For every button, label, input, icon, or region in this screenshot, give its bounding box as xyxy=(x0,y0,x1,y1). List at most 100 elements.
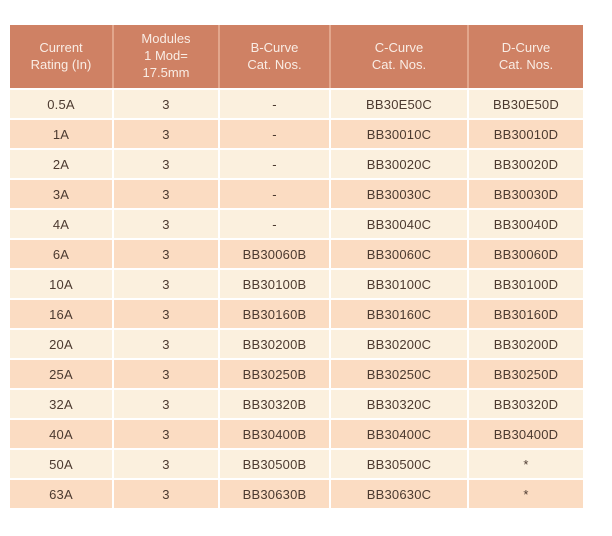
table-row: 0.5A 3- BB30E50C BB30E50D xyxy=(10,89,583,120)
cell-rating: 63A xyxy=(10,478,114,508)
cell-d-curve: BB30400D xyxy=(467,418,583,450)
cell-c-curve: BB30040C xyxy=(329,208,469,240)
cell-modules: 3 xyxy=(112,238,220,270)
cell-c-curve: BB30010C xyxy=(329,118,469,150)
cell-rating: 0.5A xyxy=(10,89,114,120)
col-header-line: Cat. Nos. xyxy=(371,56,427,72)
cell-b-curve: - xyxy=(218,208,331,240)
table-row: 25A 3 BB30250B BB30250C BB30250D xyxy=(10,358,583,390)
col-header-modules: Modules 1 Mod= 17.5mm xyxy=(113,25,220,90)
cell-d-curve: BB30E50D xyxy=(467,89,583,120)
cell-modules: 3 xyxy=(112,298,220,330)
cell-c-curve: BB30030C xyxy=(329,178,469,210)
col-header-line: C-Curve xyxy=(374,39,424,55)
cell-rating: 25A xyxy=(10,358,114,390)
catalog-table-header: Current Rating (In) Modules 1 Mod= 17.5mm B-C… xyxy=(10,25,583,90)
table-row: 1A 3- BB30010C BB30010D xyxy=(10,118,583,150)
cell-b-curve: BB30250B xyxy=(218,358,331,390)
col-header-c-curve: C-Curve Cat. Nos. xyxy=(330,25,469,90)
cell-c-curve: BB30200C xyxy=(329,328,469,360)
cell-modules: 3 xyxy=(112,208,220,240)
cell-b-curve: - xyxy=(218,148,331,180)
cell-modules: 3 xyxy=(112,418,220,450)
cell-d-curve: * xyxy=(467,478,583,508)
cell-modules: 3 xyxy=(112,328,220,360)
cell-c-curve: BB30060C xyxy=(329,238,469,270)
cell-c-curve: BB30160C xyxy=(329,298,469,330)
cell-d-curve: BB30250D xyxy=(467,358,583,390)
table-row: 10A 3 BB30100B BB30100C BB30100D xyxy=(10,268,583,300)
cell-d-curve: BB30040D xyxy=(467,208,583,240)
cell-d-curve: BB30200D xyxy=(467,328,583,360)
cell-modules: 3 xyxy=(112,268,220,300)
col-header-line: 1 Mod= xyxy=(144,48,188,64)
cell-rating: 10A xyxy=(10,268,114,300)
cell-rating: 3A xyxy=(10,178,114,210)
col-header-line: Current xyxy=(39,39,83,55)
header-row: Current Rating (In) Modules 1 Mod= 17.5mm B-C… xyxy=(10,25,583,90)
table-row: 32A 3 BB30320B BB30320C BB30320D xyxy=(10,388,583,420)
cell-rating: 4A xyxy=(10,208,114,240)
cell-b-curve: BB30320B xyxy=(218,388,331,420)
col-header-line: Cat. Nos. xyxy=(247,56,302,72)
cell-rating: 32A xyxy=(10,388,114,420)
table-row: 2A 3- BB30020C BB30020D xyxy=(10,148,583,180)
col-header-rating: Current Rating (In) xyxy=(10,25,114,90)
col-header-line: Cat. Nos. xyxy=(498,56,554,72)
cell-d-curve: BB30160D xyxy=(467,298,583,330)
table-row: 4A 3- BB30040C BB30040D xyxy=(10,208,583,240)
col-header-b-curve: B-Curve Cat. Nos. xyxy=(219,25,331,90)
cell-d-curve: BB30010D xyxy=(467,118,583,150)
cell-b-curve: BB30200B xyxy=(218,328,331,360)
cell-c-curve: BB30500C xyxy=(329,448,469,480)
cell-c-curve: BB30250C xyxy=(329,358,469,390)
cell-b-curve: BB30160B xyxy=(218,298,331,330)
cell-d-curve: BB30020D xyxy=(467,148,583,180)
table-row: 6A 3 BB30060B BB30060C BB30060D xyxy=(10,238,583,270)
cell-b-curve: BB30400B xyxy=(218,418,331,450)
cell-modules: 3 xyxy=(112,478,220,508)
table-row: 40A 3 BB30400B BB30400C BB30400D xyxy=(10,418,583,450)
cell-c-curve: BB30E50C xyxy=(329,89,469,120)
table-row: 16A 3 BB30160B BB30160C BB30160D xyxy=(10,298,583,330)
cell-rating: 40A xyxy=(10,418,114,450)
col-header-d-curve: D-Curve Cat. Nos. xyxy=(468,25,583,90)
cell-d-curve: BB30100D xyxy=(467,268,583,300)
table-row: 63A 3 BB30630B BB30630C * xyxy=(10,478,583,508)
cell-d-curve: BB30030D xyxy=(467,178,583,210)
cell-rating: 50A xyxy=(10,448,114,480)
cell-d-curve: BB30320D xyxy=(467,388,583,420)
cell-modules: 3 xyxy=(112,178,220,210)
cell-c-curve: BB30020C xyxy=(329,148,469,180)
cell-c-curve: BB30400C xyxy=(329,418,469,450)
col-header-line: Rating (In) xyxy=(30,56,92,72)
cell-rating: 20A xyxy=(10,328,114,360)
cell-modules: 3 xyxy=(112,89,220,120)
col-header-line: B-Curve xyxy=(250,39,299,55)
page: Current Rating (In) Modules 1 Mod= 17.5mm B-C… xyxy=(10,25,583,508)
cell-d-curve: BB30060D xyxy=(467,238,583,270)
cell-b-curve: - xyxy=(218,178,331,210)
cell-rating: 16A xyxy=(10,298,114,330)
cell-rating: 6A xyxy=(10,238,114,270)
table-row: 3A 3- BB30030C BB30030D xyxy=(10,178,583,210)
table-row: 50A 3 BB30500B BB30500C * xyxy=(10,448,583,480)
cell-modules: 3 xyxy=(112,448,220,480)
cell-d-curve: * xyxy=(467,448,583,480)
cell-modules: 3 xyxy=(112,388,220,420)
cell-modules: 3 xyxy=(112,118,220,150)
cell-b-curve: BB30630B xyxy=(218,478,331,508)
col-header-line: 17.5mm xyxy=(142,64,190,80)
cell-b-curve: - xyxy=(218,118,331,150)
cell-c-curve: BB30100C xyxy=(329,268,469,300)
cell-rating: 1A xyxy=(10,118,114,150)
catalog-table-body: 0.5A 3- BB30E50C BB30E50D 1A 3- BB30010C BB3001… xyxy=(10,89,583,508)
table-row: 20A 3 BB30200B BB30200C BB30200D xyxy=(10,328,583,360)
cell-b-curve: BB30500B xyxy=(218,448,331,480)
cell-b-curve: BB30100B xyxy=(218,268,331,300)
col-header-line: D-Curve xyxy=(501,39,551,55)
cell-modules: 3 xyxy=(112,358,220,390)
cell-b-curve: BB30060B xyxy=(218,238,331,270)
catalog-table: Current Rating (In) Modules 1 Mod= 17.5mm B-C… xyxy=(10,25,583,508)
cell-c-curve: BB30320C xyxy=(329,388,469,420)
